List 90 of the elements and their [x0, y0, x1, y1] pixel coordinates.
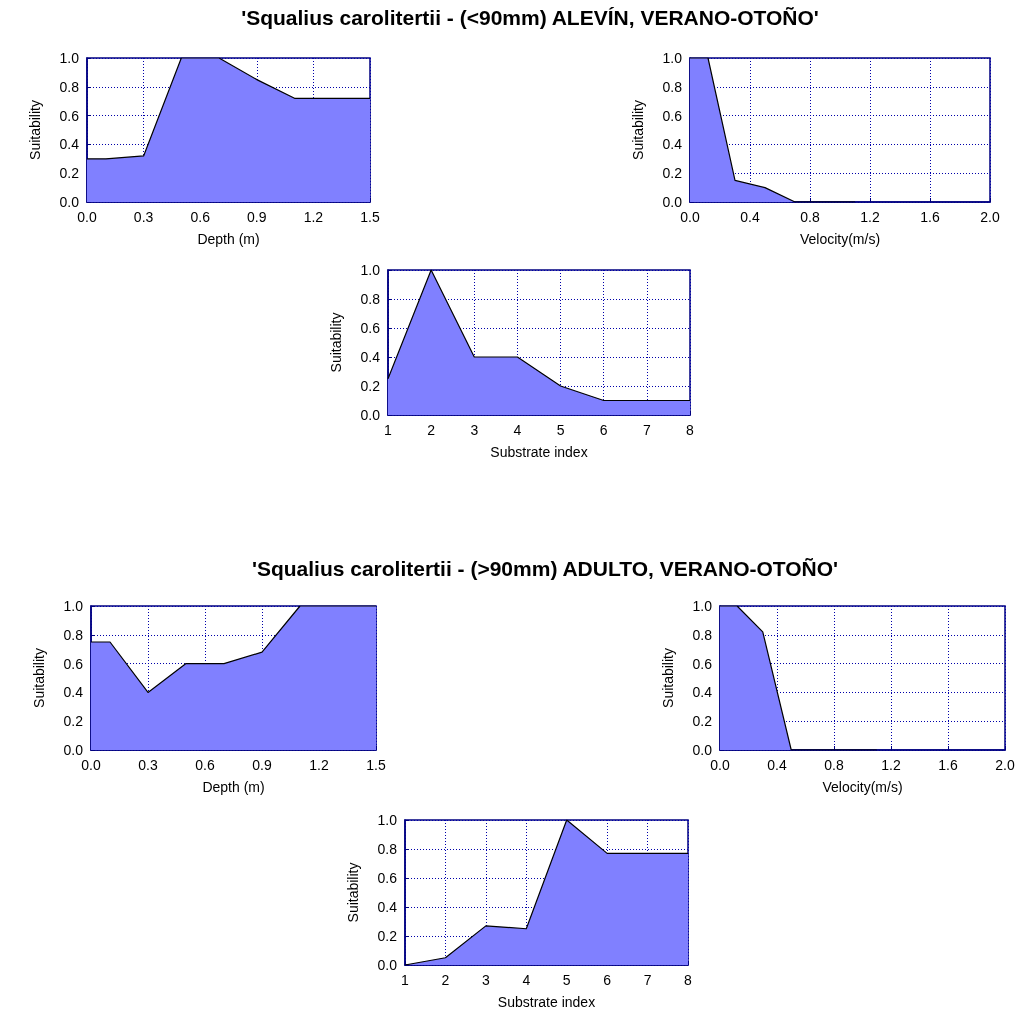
- y-tick-label: 0.6: [662, 107, 683, 124]
- x-tick-label: 6: [599, 422, 608, 438]
- y-tick-label: 0.8: [692, 626, 713, 643]
- y-axis-title: Suitability: [328, 312, 344, 373]
- y-tick-label: 0.8: [662, 78, 683, 95]
- y-tick-label: 1.0: [63, 598, 84, 614]
- y-tick-label: 0.0: [377, 957, 398, 973]
- y-tick-label: 0.2: [377, 928, 398, 944]
- x-tick-label: 1.2: [303, 209, 324, 225]
- x-tick-label: 1.5: [366, 757, 386, 773]
- x-tick-label: 0.9: [247, 209, 267, 225]
- x-tick-label: 0.6: [190, 209, 211, 225]
- y-tick-label: 0.4: [63, 684, 84, 701]
- x-tick-label: 5: [556, 422, 565, 438]
- x-tick-label: 1: [384, 422, 393, 438]
- y-tick-label: 0.4: [59, 136, 80, 153]
- y-tick-label: 0.8: [63, 626, 84, 643]
- y-tick-label: 1.0: [59, 50, 80, 66]
- y-axis-title: Suitability: [630, 100, 646, 160]
- y-tick-label: 0.4: [360, 349, 381, 365]
- text: 'Squalius carolitertii - (>90mm) ADULTO, VERANO-OTOÑO': [250, 557, 840, 581]
- x-tick-label: 1.2: [860, 209, 880, 225]
- x-tick-label: 0.8: [800, 209, 820, 225]
- y-tick-label: 0.6: [377, 870, 398, 886]
- y-axis-title: Suitability: [660, 648, 676, 708]
- x-tick-label: 2: [441, 972, 450, 988]
- y-tick-label: 0.4: [662, 136, 683, 153]
- x-axis-title: Depth (m): [202, 779, 265, 795]
- y-tick-label: 0.2: [63, 713, 84, 730]
- y-tick-label: 0.0: [63, 742, 84, 758]
- y-tick-label: 0.8: [377, 841, 398, 857]
- x-tick-label: 3: [470, 422, 479, 438]
- x-axis-title: Substrate index: [490, 444, 588, 460]
- y-tick-label: 1.0: [692, 598, 713, 614]
- x-tick-label: 4: [513, 422, 522, 438]
- y-tick-label: 0.8: [360, 291, 381, 307]
- y-tick-label: 0.6: [692, 655, 713, 672]
- x-tick-label: 0.6: [195, 757, 215, 773]
- x-tick-label: 4: [522, 972, 531, 988]
- x-tick-label: 0.9: [252, 757, 272, 773]
- y-tick-label: 1.0: [377, 812, 398, 828]
- y-tick-label: 0.6: [59, 107, 80, 124]
- y-axis-title: Suitability: [345, 862, 361, 923]
- y-axis-title: Suitability: [27, 100, 43, 160]
- x-axis-title: Velocity(m/s): [799, 231, 881, 247]
- x-axis-title: Velocity(m/s): [822, 779, 903, 795]
- x-tick-label: 2.0: [980, 209, 1000, 225]
- y-tick-label: 0.0: [59, 194, 80, 210]
- x-tick-label: 5: [562, 972, 571, 988]
- x-axis-title: Depth (m): [197, 231, 260, 247]
- y-axis-title: Suitability: [31, 648, 47, 708]
- x-tick-label: 0.0: [680, 209, 700, 225]
- y-tick-label: 0.8: [59, 78, 80, 95]
- x-axis-title: Substrate index: [497, 994, 596, 1010]
- x-tick-label: 0.4: [740, 209, 760, 225]
- y-tick-label: 0.2: [59, 165, 80, 182]
- y-tick-label: 0.6: [63, 655, 84, 672]
- x-tick-label: 1.5: [360, 209, 380, 225]
- x-tick-label: 1: [401, 972, 410, 988]
- x-tick-label: 1.6: [920, 209, 940, 225]
- x-tick-label: 2: [427, 422, 436, 438]
- x-tick-label: 0.0: [710, 757, 730, 773]
- y-tick-label: 1.0: [360, 262, 381, 278]
- y-tick-label: 0.0: [692, 742, 713, 758]
- y-tick-label: 0.0: [662, 194, 683, 210]
- x-tick-label: 0.4: [767, 757, 787, 773]
- x-tick-label: 1.6: [938, 757, 958, 773]
- x-tick-label: 1.2: [309, 757, 329, 773]
- x-tick-label: 7: [643, 972, 652, 988]
- x-tick-label: 0.0: [77, 209, 97, 225]
- x-tick-label: 8: [686, 422, 695, 438]
- y-tick-label: 1.0: [662, 50, 683, 66]
- y-tick-label: 0.4: [692, 684, 713, 701]
- x-tick-label: 8: [684, 972, 693, 988]
- y-tick-label: 0.2: [360, 378, 381, 394]
- text: 'Squalius carolitertii - (<90mm) ALEVÍN, VERANO-OTOÑO': [240, 6, 820, 30]
- y-tick-label: 0.4: [377, 899, 398, 915]
- y-tick-label: 0.0: [360, 407, 381, 423]
- y-tick-label: 0.2: [692, 713, 713, 730]
- x-tick-label: 0.0: [81, 757, 101, 773]
- x-tick-label: 7: [642, 422, 651, 438]
- x-tick-label: 3: [481, 972, 490, 988]
- x-tick-label: 0.3: [138, 757, 158, 773]
- y-tick-label: 0.2: [662, 165, 683, 182]
- y-tick-label: 0.6: [360, 320, 381, 336]
- x-tick-label: 6: [603, 972, 612, 988]
- x-tick-label: 0.3: [133, 209, 154, 225]
- x-tick-label: 1.2: [881, 757, 901, 773]
- x-tick-label: 0.8: [824, 757, 844, 773]
- x-tick-label: 2.0: [995, 757, 1015, 773]
